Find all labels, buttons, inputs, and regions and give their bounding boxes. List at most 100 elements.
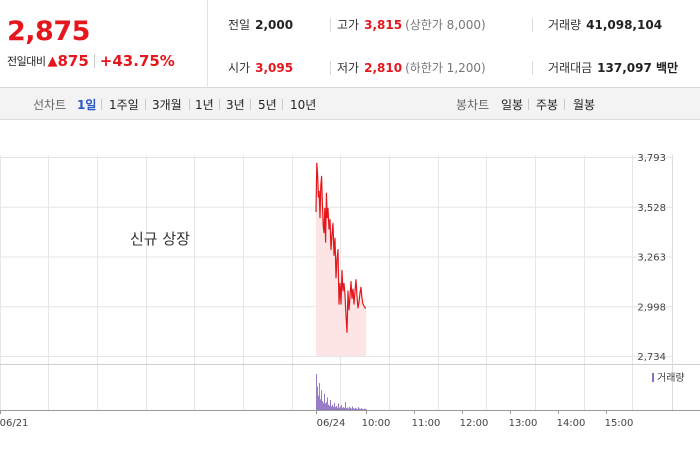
volume-bar (356, 408, 357, 410)
period-tabbar: 선차트 1일 1주일 3개월 1년 3년 5년 10년 봉차트 일봉 주봉 월봉 (0, 88, 700, 120)
chart-grid (0, 155, 700, 411)
volume-bar (355, 407, 356, 410)
price-area-fill (316, 163, 366, 356)
y-tick-label: 3,528 (637, 203, 666, 214)
price-line-layer (315, 162, 366, 356)
change-label: 전일대비 (7, 55, 46, 68)
volume-bar (361, 408, 362, 410)
volume-bar (366, 409, 367, 410)
y-tick-label: 3,793 (637, 153, 666, 164)
volume-bar (358, 407, 359, 410)
divider (145, 99, 146, 110)
volume-bar (332, 405, 333, 410)
volume-bar (330, 399, 331, 410)
x-axis-ticks: 06/21 06/24 10:00 11:00 12:00 13:00 14:00 15:00 (0, 410, 633, 429)
open-label: 시가 (228, 61, 251, 75)
volume-label: 거래량 (548, 18, 582, 32)
price-line (315, 162, 366, 333)
x-tick-label: 13:00 (509, 418, 538, 429)
tab-5y[interactable]: 5년 (258, 98, 277, 112)
divider (532, 61, 533, 75)
volume-bar (325, 403, 326, 410)
volume-bar (351, 408, 352, 410)
high-price: 고가 3,815 (상한가 8,000) (337, 16, 486, 33)
volume-bar (350, 407, 351, 410)
x-tick-label: 12:00 (460, 418, 489, 429)
amount-label: 거래대금 (548, 61, 593, 75)
tab-1w[interactable]: 1주일 (109, 98, 139, 112)
volume-bar (365, 408, 366, 410)
volume-bar (316, 374, 317, 410)
y-tick-label: 2,998 (637, 302, 666, 313)
volume-bar (363, 409, 364, 410)
volume-bar (353, 408, 354, 410)
volume-bar (328, 404, 329, 410)
volume-bar (359, 408, 360, 410)
volume-bar (344, 407, 345, 410)
tab-daily-candle[interactable]: 일봉 (501, 98, 524, 112)
x-tick-label: 15:00 (605, 418, 634, 429)
volume-bar (337, 407, 338, 410)
volume-value: 41,098,104 (586, 17, 663, 32)
divider (528, 99, 529, 110)
trade-amount: 거래대금 137,097 백만 (548, 59, 678, 76)
tab-3y[interactable]: 3년 (226, 98, 245, 112)
y-axis-ticks: 3,793 3,528 3,263 2,998 2,734 (637, 153, 666, 363)
volume-bar (327, 397, 328, 410)
volume-bar (352, 406, 353, 410)
y-tick-label: 3,263 (637, 253, 666, 264)
volume-bar (331, 406, 332, 410)
volume-bar (320, 399, 321, 410)
change-row: 전일대비 ▲ 875 +43.75% (7, 52, 175, 70)
prev-close: 전일 2,000 (228, 16, 293, 33)
volume-bar (349, 406, 350, 410)
high-label: 고가 (337, 18, 360, 32)
low-value: 2,810 (364, 60, 403, 75)
divider (282, 99, 283, 110)
tab-monthly-candle[interactable]: 월봉 (573, 98, 596, 112)
volume-bar (326, 402, 327, 410)
volume-bar (323, 402, 324, 410)
volume-bar (318, 395, 319, 410)
x-tick-label: 06/24 (317, 418, 346, 429)
change-rate: +43.75% (99, 52, 175, 70)
volume-bar (347, 407, 348, 410)
volume-bar (329, 405, 330, 410)
x-tick-label: 06/21 (0, 418, 28, 429)
tab-1y[interactable]: 1년 (195, 98, 214, 112)
low-price: 저가 2,810 (하한가 1,200) (337, 59, 486, 76)
volume-bar (336, 406, 337, 410)
volume-bar (364, 408, 365, 410)
amount-value: 137,097 백만 (597, 61, 679, 75)
open-value: 3,095 (255, 60, 294, 75)
volume-bar (343, 407, 344, 410)
volume-bar (340, 406, 341, 410)
x-tick-label: 10:00 (362, 418, 391, 429)
volume: 거래량 41,098,104 (548, 16, 662, 33)
divider (189, 99, 190, 110)
line-chart-label: 선차트 (33, 98, 67, 112)
divider (532, 18, 533, 32)
volume-bar (342, 408, 343, 410)
x-tick-label: 14:00 (557, 418, 586, 429)
volume-bar (360, 408, 361, 410)
open-price: 시가 3,095 (228, 59, 293, 76)
tab-1d[interactable]: 1일 (77, 98, 97, 112)
volume-bar (335, 407, 336, 410)
divider (101, 99, 102, 110)
tab-10y[interactable]: 10년 (290, 98, 317, 112)
prev-close-value: 2,000 (255, 17, 294, 32)
lower-limit: (하한가 1,200) (405, 61, 486, 75)
volume-legend: 거래량 (652, 372, 685, 384)
volume-bar (319, 383, 320, 410)
volume-bar (333, 406, 334, 410)
tab-3m[interactable]: 3개월 (152, 98, 182, 112)
volume-bar (324, 393, 325, 410)
tab-weekly-candle[interactable]: 주봉 (536, 98, 559, 112)
volume-legend-label: 거래량 (657, 372, 685, 384)
volume-bar (357, 408, 358, 410)
volume-bar (334, 402, 335, 410)
change-value: 875 (57, 52, 89, 70)
divider (330, 61, 331, 75)
